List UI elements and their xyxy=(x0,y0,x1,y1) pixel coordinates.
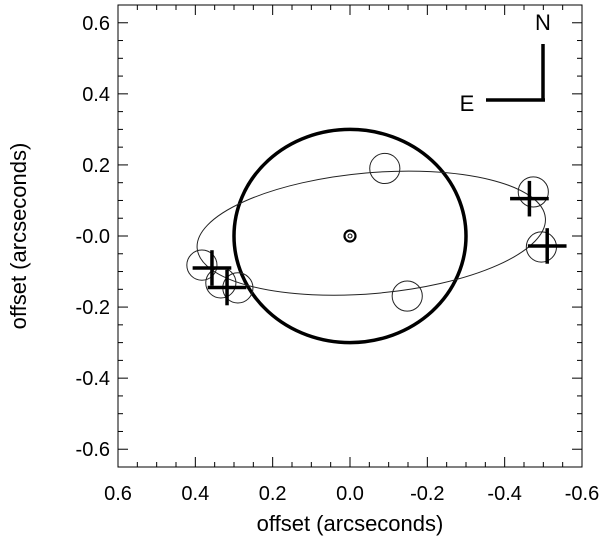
predicted-position-circle xyxy=(186,249,218,281)
compass: N E xyxy=(460,10,551,116)
observed-position-cross xyxy=(527,228,567,264)
plot-marks xyxy=(186,127,567,345)
central-star-marker xyxy=(343,229,357,243)
central-star-marker-inner xyxy=(347,233,353,239)
y-tick-label: -0.4 xyxy=(76,368,110,390)
compass-east-label: E xyxy=(460,91,475,116)
x-tick-label: -0.4 xyxy=(487,483,521,505)
observed-position-cross xyxy=(207,269,247,306)
y-tick-label: 0.2 xyxy=(82,155,110,177)
y-tick-labels: 0.6 0.4 0.2 -0.0 -0.2 -0.4 -0.6 xyxy=(76,13,110,461)
x-tick-labels: 0.6 0.4 0.2 0.0 -0.2 -0.4 -0.6 xyxy=(104,483,599,505)
axis-ticks xyxy=(117,5,583,467)
plot-frame xyxy=(117,4,583,468)
observed-position-cross xyxy=(192,250,232,286)
y-tick-label: -0.0 xyxy=(76,226,110,248)
x-tick-label: 0.0 xyxy=(336,483,364,505)
y-axis-label: offset (arcseconds) xyxy=(6,143,31,330)
x-axis-label: offset (arcseconds) xyxy=(257,511,444,536)
x-tick-label: 0.2 xyxy=(259,483,287,505)
x-tick-label: 0.6 xyxy=(104,483,132,505)
x-tick-label: -0.6 xyxy=(565,483,599,505)
x-tick-label: 0.4 xyxy=(181,483,209,505)
orbit-ellipse xyxy=(196,170,546,296)
predicted-position-circle xyxy=(369,152,401,185)
big-circle xyxy=(232,127,468,345)
x-tick-label: -0.2 xyxy=(410,483,444,505)
predicted-position-circle xyxy=(517,176,549,208)
y-tick-label: -0.6 xyxy=(76,439,110,461)
y-tick-label: 0.4 xyxy=(82,84,110,106)
y-tick-label: 0.6 xyxy=(82,13,110,35)
y-tick-label: -0.2 xyxy=(76,297,110,319)
predicted-position-circle xyxy=(391,280,423,312)
observed-position-cross xyxy=(510,180,549,217)
compass-north-label: N xyxy=(535,10,551,35)
